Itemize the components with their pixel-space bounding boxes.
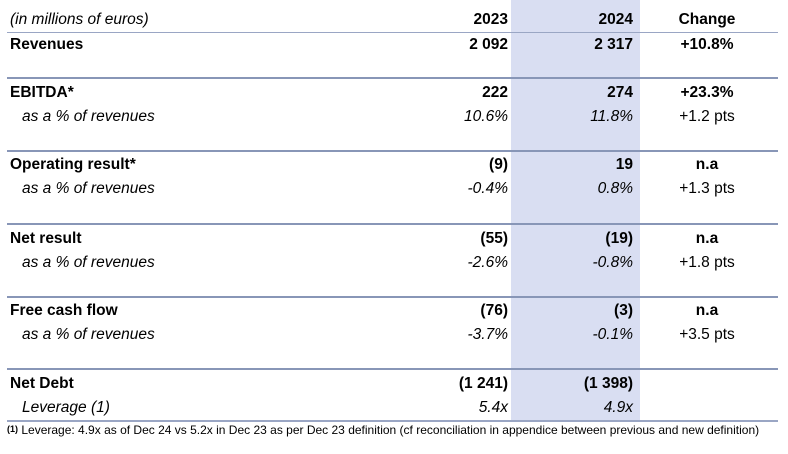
header-rule bbox=[7, 32, 778, 33]
ebitda-label: EBITDA* bbox=[10, 84, 74, 101]
net-result-margin-2024: -0.8% bbox=[592, 254, 634, 271]
net-result-change: n.a bbox=[695, 230, 719, 247]
ebitda-margin-change: +1.2 pts bbox=[679, 108, 735, 125]
leverage-label: Leverage (1) bbox=[22, 399, 110, 416]
operating-2023: (9) bbox=[489, 156, 508, 173]
leverage-row: Leverage (1) 5.4x 4.9x bbox=[0, 396, 778, 420]
footnote-text: Leverage: 4.9x as of Dec 24 vs 5.2x in D… bbox=[21, 423, 760, 437]
operating-margin-2024: 0.8% bbox=[597, 180, 633, 197]
fcf-margin-2024: -0.1% bbox=[592, 326, 634, 343]
footnote-marker: (1) bbox=[7, 424, 18, 434]
net-result-margin-label: as a % of revenues bbox=[22, 254, 155, 271]
header-change: Change bbox=[678, 11, 736, 28]
operating-change: n.a bbox=[695, 156, 719, 173]
fcf-2024: (3) bbox=[614, 302, 633, 319]
operating-margin-label: as a % of revenues bbox=[22, 180, 155, 197]
ebitda-margin-2024: 11.8% bbox=[590, 108, 633, 125]
revenues-change: +10.8% bbox=[680, 36, 734, 53]
revenues-row: Revenues 2 092 2 317 +10.8% bbox=[0, 33, 778, 57]
operating-margin-2023: -0.4% bbox=[467, 180, 509, 197]
fcf-margin-row: as a % of revenues -3.7% -0.1% +3.5 pts bbox=[0, 323, 778, 347]
fcf-2023: (76) bbox=[480, 302, 508, 319]
ebitda-margin-2023: 10.6% bbox=[464, 108, 508, 125]
net-result-label: Net result bbox=[10, 230, 82, 247]
net-result-margin-row: as a % of revenues -2.6% -0.8% +1.8 pts bbox=[0, 251, 778, 275]
column-2024-highlight bbox=[511, 0, 640, 421]
net-result-2023: (55) bbox=[480, 230, 508, 247]
revenues-2023: 2 092 bbox=[469, 36, 508, 53]
ebitda-row: EBITDA* 222 274 +23.3% bbox=[0, 81, 778, 105]
fcf-row: Free cash flow (76) (3) n.a bbox=[0, 299, 778, 323]
section-rule bbox=[7, 368, 778, 370]
net-result-row: Net result (55) (19) n.a bbox=[0, 227, 778, 251]
fcf-change: n.a bbox=[695, 302, 719, 319]
leverage-2024: 4.9x bbox=[603, 399, 633, 416]
fcf-label: Free cash flow bbox=[10, 302, 118, 319]
net-debt-label: Net Debt bbox=[10, 375, 74, 392]
revenues-label: Revenues bbox=[10, 36, 84, 53]
net-result-margin-change: +1.8 pts bbox=[679, 254, 735, 271]
header-2024: 2024 bbox=[598, 11, 633, 28]
ebitda-margin-row: as a % of revenues 10.6% 11.8% +1.2 pts bbox=[0, 105, 778, 129]
ebitda-change: +23.3% bbox=[680, 84, 734, 101]
net-debt-2023: (1 241) bbox=[458, 375, 508, 392]
operating-margin-change: +1.3 pts bbox=[679, 180, 735, 197]
section-rule bbox=[7, 223, 778, 225]
ebitda-2024: 274 bbox=[607, 84, 633, 101]
net-result-2024: (19) bbox=[605, 230, 633, 247]
operating-label: Operating result* bbox=[10, 156, 136, 173]
section-rule bbox=[7, 77, 778, 79]
operating-2024: 19 bbox=[615, 156, 633, 173]
operating-row: Operating result* (9) 19 n.a bbox=[0, 153, 778, 177]
revenues-2024: 2 317 bbox=[594, 36, 633, 53]
bottom-rule bbox=[7, 420, 778, 422]
header-2023: 2023 bbox=[473, 11, 508, 28]
leverage-change bbox=[640, 396, 774, 420]
fcf-margin-change: +3.5 pts bbox=[679, 326, 735, 343]
leverage-2023: 5.4x bbox=[478, 399, 508, 416]
net-debt-2024: (1 398) bbox=[583, 375, 633, 392]
net-debt-change bbox=[640, 372, 774, 396]
ebitda-2023: 222 bbox=[482, 84, 508, 101]
net-debt-row: Net Debt (1 241) (1 398) bbox=[0, 372, 778, 396]
ebitda-margin-label: as a % of revenues bbox=[22, 108, 155, 125]
fcf-margin-label: as a % of revenues bbox=[22, 326, 155, 343]
footnote: (1) Leverage: 4.9x as of Dec 24 vs 5.2x … bbox=[7, 423, 785, 438]
section-rule bbox=[7, 296, 778, 298]
net-result-margin-2023: -2.6% bbox=[467, 254, 509, 271]
unit-label: (in millions of euros) bbox=[10, 11, 149, 28]
fcf-margin-2023: -3.7% bbox=[467, 326, 509, 343]
header-row: (in millions of euros) 2023 2024 Change bbox=[0, 8, 778, 32]
section-rule bbox=[7, 150, 778, 152]
operating-margin-row: as a % of revenues -0.4% 0.8% +1.3 pts bbox=[0, 177, 778, 201]
